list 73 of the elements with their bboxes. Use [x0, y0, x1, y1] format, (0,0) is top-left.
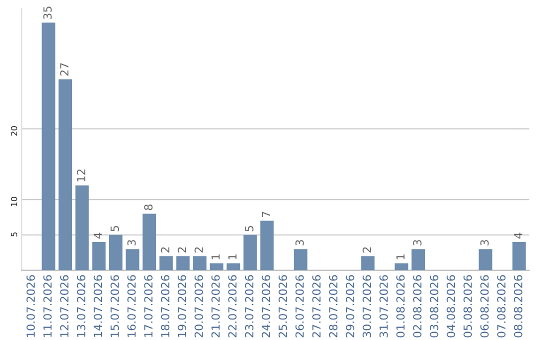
x-tick-label: 11.07.2026: [43, 275, 52, 337]
x-tick-label: 19.07.2026: [178, 275, 186, 337]
bar: [109, 234, 122, 270]
bar: [394, 263, 408, 270]
data-label: 1: [396, 254, 405, 260]
x-tick-label: 05.08.2026: [464, 275, 472, 338]
x-tick-label: 15.07.2026: [110, 275, 119, 337]
x-tick-label: 10.07.2026: [26, 275, 35, 337]
data-label: 2: [178, 247, 186, 253]
x-tick-label: 27.07.2026: [312, 275, 321, 338]
x-tick-label: 22.07.2026: [228, 275, 237, 338]
x-tick-label: 31.07.2026: [379, 275, 388, 338]
data-label: 2: [362, 247, 371, 253]
y-tick-label: 5: [11, 232, 18, 236]
y-tick-label: 10: [10, 196, 18, 206]
bar: [226, 263, 240, 270]
x-tick-label: 25.07.2026: [278, 275, 288, 338]
data-label: 7: [262, 212, 270, 218]
data-label: 4: [514, 232, 522, 239]
bar: [58, 79, 72, 270]
bar: [412, 249, 425, 270]
bar: [193, 256, 206, 270]
data-label: 3: [480, 240, 489, 246]
x-tick-label: 13.07.2026: [76, 275, 86, 337]
data-label: 4: [94, 232, 102, 239]
data-label: 3: [127, 240, 136, 246]
x-tick-label: 14.07.2026: [94, 275, 102, 337]
bar: [294, 249, 308, 270]
x-tick-label: 28.07.2026: [329, 275, 338, 338]
bar: [260, 220, 274, 270]
bar: [92, 242, 106, 270]
bar: [126, 249, 140, 270]
bar: [361, 256, 375, 270]
x-tick-label: 08.08.2026: [514, 275, 522, 338]
x-tick-label: 29.07.2026: [346, 275, 354, 338]
x-tick-label: 21.07.2026: [211, 275, 220, 338]
data-label: 27: [60, 63, 68, 76]
x-tick-label: 12.07.2026: [60, 275, 69, 337]
data-label: 2: [160, 247, 170, 253]
bar: [75, 185, 89, 270]
data-label: 5: [110, 226, 119, 232]
bar: [42, 22, 56, 270]
data-label: 1: [228, 254, 236, 260]
x-tick-label: 18.07.2026: [160, 275, 170, 337]
x-tick-label: 16.07.2026: [127, 275, 136, 337]
x-tick-label: 17.07.2026: [144, 275, 153, 337]
bar: [210, 263, 224, 270]
data-label: 3: [413, 240, 422, 246]
bar: [176, 256, 190, 270]
data-label: 12: [76, 170, 86, 182]
x-tick-label: 04.08.2026: [446, 275, 456, 338]
x-tick-label: 26.07.2026: [295, 275, 304, 338]
x-tick-label: 07.08.2026: [497, 275, 506, 338]
x-tick-label: 02.08.2026: [413, 275, 422, 338]
data-label: 3: [295, 240, 304, 246]
bar: [512, 242, 526, 270]
x-tick-label: 23.07.2026: [245, 275, 254, 338]
bar: [478, 249, 492, 270]
data-label: 5: [245, 226, 254, 232]
x-tick-label: 01.08.2026: [396, 275, 405, 338]
data-label: 2: [194, 247, 203, 253]
bar: [142, 214, 156, 270]
bar: [159, 256, 173, 270]
x-tick-label: 03.08.2026: [430, 275, 438, 338]
data-label: 1: [212, 254, 220, 260]
y-tick-label: 20: [10, 126, 18, 136]
x-tick-label: 24.07.2026: [262, 275, 270, 338]
data-label: 8: [144, 204, 153, 210]
x-tick-label: 20.07.2026: [194, 275, 203, 338]
x-tick-label: 30.07.2026: [362, 275, 372, 338]
x-tick-label: 06.08.2026: [480, 275, 489, 338]
bar: [243, 234, 257, 270]
data-label: 35: [43, 6, 52, 19]
